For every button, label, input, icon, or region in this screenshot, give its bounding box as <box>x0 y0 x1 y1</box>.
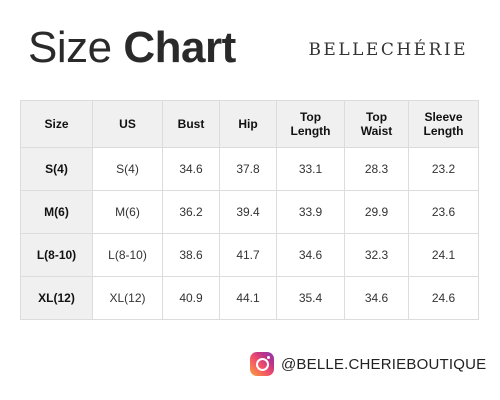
table-cell: 23.6 <box>408 190 479 234</box>
brand-logo: BELLECHÉRIE <box>308 40 468 60</box>
column-header: Top Waist <box>344 100 409 148</box>
size-chart-table: Size US Bust Hip Top Length Top Waist Sleeve Leng… <box>20 100 479 320</box>
table-cell: 24.1 <box>408 233 479 277</box>
title-light: Size <box>28 23 124 72</box>
table-cell: 34.6 <box>276 233 345 277</box>
page-title: Size Chart <box>28 22 236 74</box>
social-handle[interactable]: @BELLE.CHERIEBOUTIQUE <box>250 352 486 376</box>
column-header: Sleeve Length <box>408 100 479 148</box>
column-header: Hip <box>219 100 277 148</box>
table-cell: 29.9 <box>344 190 409 234</box>
table-cell: 32.3 <box>344 233 409 277</box>
table-cell: 38.6 <box>162 233 220 277</box>
table-cell: 24.6 <box>408 276 479 320</box>
table-cell: 34.6 <box>162 147 220 191</box>
table-row: S(4) S(4) 34.6 37.8 33.1 28.3 23.2 <box>20 147 479 191</box>
size-cell: XL(12) <box>20 276 93 320</box>
size-cell: L(8-10) <box>20 233 93 277</box>
table-cell: 28.3 <box>344 147 409 191</box>
table-cell: M(6) <box>92 190 163 234</box>
table-cell: 37.8 <box>219 147 277 191</box>
size-cell: M(6) <box>20 190 93 234</box>
table-cell: 35.4 <box>276 276 345 320</box>
table-cell: 33.1 <box>276 147 345 191</box>
table-header-row: Size US Bust Hip Top Length Top Waist Sleeve Leng… <box>20 100 479 148</box>
table-row: M(6) M(6) 36.2 39.4 33.9 29.9 23.6 <box>20 190 479 234</box>
table-cell: 41.7 <box>219 233 277 277</box>
table-cell: 36.2 <box>162 190 220 234</box>
column-header: Top Length <box>276 100 345 148</box>
table-cell: S(4) <box>92 147 163 191</box>
table-cell: L(8-10) <box>92 233 163 277</box>
instagram-icon <box>250 352 274 376</box>
table-cell: 44.1 <box>219 276 277 320</box>
column-header: US <box>92 100 163 148</box>
table-cell: 40.9 <box>162 276 220 320</box>
table-cell: 39.4 <box>219 190 277 234</box>
size-cell: S(4) <box>20 147 93 191</box>
table-row: XL(12) XL(12) 40.9 44.1 35.4 34.6 24.6 <box>20 276 479 320</box>
title-bold: Chart <box>123 23 236 72</box>
column-header: Size <box>20 100 93 148</box>
instagram-handle-text: @BELLE.CHERIEBOUTIQUE <box>281 355 487 373</box>
column-header: Bust <box>162 100 220 148</box>
table-cell: 23.2 <box>408 147 479 191</box>
table-row: L(8-10) L(8-10) 38.6 41.7 34.6 32.3 24.1 <box>20 233 479 277</box>
table-cell: 33.9 <box>276 190 345 234</box>
table-cell: XL(12) <box>92 276 163 320</box>
table-cell: 34.6 <box>344 276 409 320</box>
